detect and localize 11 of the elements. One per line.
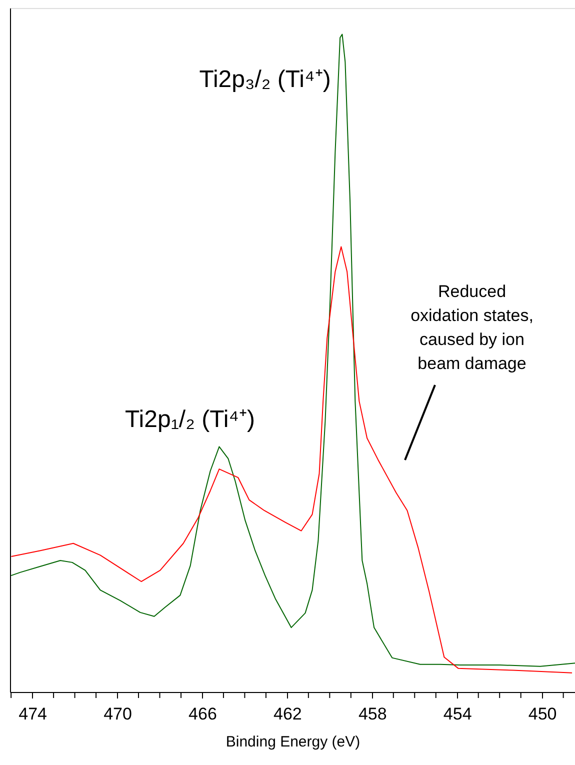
x-tick-label: 454 — [443, 704, 472, 724]
annotation: Ti2p₁/₂ (Ti⁴⁺) — [125, 406, 255, 433]
x-axis-title: Binding Energy (eV) — [226, 734, 360, 750]
annotation: Reduced oxidation states, caused by ion beam damage — [410, 282, 534, 373]
x-tick-label: 462 — [274, 704, 302, 724]
annotation: Ti2p₃/₂ (Ti⁴⁺) — [199, 66, 331, 93]
x-tick-label: 450 — [528, 704, 557, 724]
x-tick-label: 474 — [18, 704, 47, 724]
x-tick-label: 458 — [358, 704, 387, 724]
x-tick-label: 470 — [104, 704, 132, 724]
x-tick-label: 466 — [188, 704, 217, 724]
